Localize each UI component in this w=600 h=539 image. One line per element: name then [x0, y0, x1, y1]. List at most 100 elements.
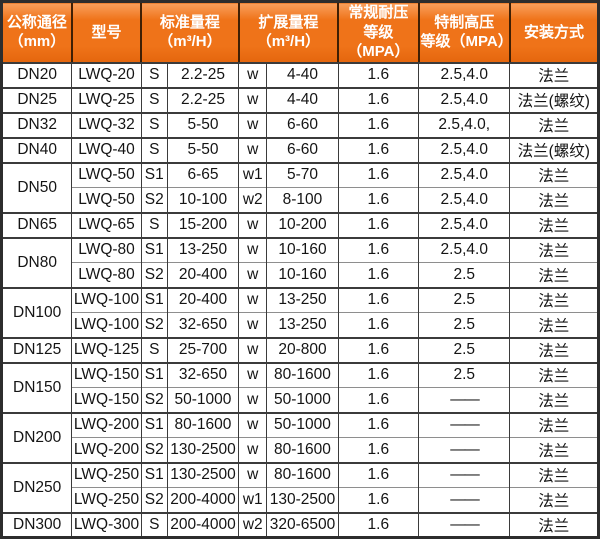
cell-ext-range: 10-160: [266, 236, 339, 263]
column-header: 安装方式: [508, 1, 600, 64]
cell-model: LWQ-100: [71, 286, 142, 313]
cell-hp: ——: [418, 511, 511, 538]
cell-std-range: 80-1600: [166, 411, 240, 438]
cell-std-code: S1: [140, 286, 168, 313]
cell-install: 法兰: [509, 387, 599, 413]
cell-std-code: S2: [140, 262, 168, 288]
cell-dn: DN125: [0, 336, 73, 363]
table-row: LWQ-50 S2 10-100 w2 8-100 1.6 2.5,4.0 法兰: [2, 187, 599, 213]
cell-std-code: S1: [140, 161, 168, 188]
cell-ext-range: 6-60: [266, 111, 339, 138]
cell-install: 法兰: [509, 437, 599, 463]
cell-std-range: 5-50: [166, 136, 240, 163]
table-row: DN32 LWQ-32 S 5-50 w 6-60 1.6 2.5,4.0, 法兰: [0, 111, 599, 138]
cell-std-range: 50-1000: [166, 387, 240, 413]
cell-dn: DN250: [0, 461, 73, 513]
table-row: DN150 LWQ-150 S1 32-650 w 80-1600 1.6 2.5 法兰: [0, 361, 599, 413]
cell-std-code: S: [140, 86, 168, 113]
cell-ext-range: 6-60: [266, 136, 339, 163]
cell-ext-range: 50-1000: [266, 387, 339, 413]
cell-ext-code: w: [238, 61, 268, 88]
cell-std-range: 25-700: [166, 336, 240, 363]
cell-std-range: 2.2-25: [166, 61, 240, 88]
cell-std-code: S: [140, 61, 168, 88]
table-row: LWQ-100 S2 32-650 w 13-250 1.6 2.5 法兰: [2, 312, 599, 338]
cell-install: 法兰: [509, 187, 599, 213]
table-row: LWQ-250 S2 200-4000 w1 130-2500 1.6 —— 法兰: [2, 487, 599, 513]
cell-std-code: S: [140, 511, 168, 538]
cell-std-range: 6-65: [166, 161, 240, 188]
cell-pn: 1.6: [337, 236, 420, 263]
cell-install: 法兰: [509, 262, 599, 288]
cell-pn: 1.6: [337, 511, 420, 538]
cell-std-range: 20-400: [166, 262, 240, 288]
cell-hp: ——: [418, 387, 511, 413]
cell-hp: 2.5,4.0: [418, 86, 511, 113]
cell-model: LWQ-250: [71, 461, 142, 488]
cell-dn: DN65: [0, 211, 73, 238]
cell-pn: 1.6: [337, 111, 420, 138]
column-header: 特制高压 等级（MPA）: [417, 1, 513, 64]
cell-pn: 1.6: [337, 361, 420, 388]
cell-model: LWQ-125: [71, 336, 142, 363]
table-row: LWQ-150 S2 50-1000 w 50-1000 1.6 —— 法兰: [2, 387, 599, 413]
cell-std-range: 20-400: [166, 286, 240, 313]
cell-ext-code: w: [238, 111, 268, 138]
table-row: DN50 LWQ-50 S1 6-65 w1 5-70 1.6 2.5,4.0 法兰: [0, 161, 599, 213]
cell-pn: 1.6: [337, 61, 420, 88]
cell-hp: 2.5,4.0: [418, 187, 511, 213]
cell-std-range: 15-200: [166, 211, 240, 238]
cell-ext-code: w1: [238, 161, 268, 188]
cell-install: 法兰: [509, 336, 599, 363]
cell-ext-code: w: [238, 262, 268, 288]
table-row: DN65 LWQ-65 S 15-200 w 10-200 1.6 2.5,4.0 法兰: [0, 211, 599, 238]
table-row: DN40 LWQ-40 S 5-50 w 6-60 1.6 2.5,4.0 法兰(螺纹): [0, 136, 599, 163]
cell-std-code: S2: [140, 312, 168, 338]
cell-ext-code: w: [238, 387, 268, 413]
column-header: 型号: [70, 1, 143, 64]
cell-ext-range: 4-40: [266, 61, 339, 88]
cell-ext-code: w1: [238, 487, 268, 513]
table-row: DN125 LWQ-125 S 25-700 w 20-800 1.6 2.5 法兰: [0, 336, 599, 363]
cell-std-range: 10-100: [166, 187, 240, 213]
cell-hp: 2.5,4.0: [418, 236, 511, 263]
cell-hp: 2.5: [418, 361, 511, 388]
cell-pn: 1.6: [337, 136, 420, 163]
cell-model: LWQ-150: [71, 387, 142, 413]
cell-hp: ——: [418, 411, 511, 438]
cell-ext-code: w: [238, 411, 268, 438]
cell-dn: DN80: [0, 236, 73, 288]
cell-ext-range: 80-1600: [266, 437, 339, 463]
cell-std-code: S1: [140, 411, 168, 438]
cell-std-range: 2.2-25: [166, 86, 240, 113]
table-row: DN80 LWQ-80 S1 13-250 w 10-160 1.6 2.5,4.0 法兰: [0, 236, 599, 288]
cell-ext-range: 13-250: [266, 286, 339, 313]
cell-std-code: S1: [140, 461, 168, 488]
cell-dn: DN300: [0, 511, 73, 538]
table-row: DN100 LWQ-100 S1 20-400 w 13-250 1.6 2.5 法兰: [0, 286, 599, 338]
cell-ext-code: w: [238, 437, 268, 463]
cell-std-code: S1: [140, 236, 168, 263]
cell-dn: DN150: [0, 361, 73, 413]
cell-hp: ——: [418, 487, 511, 513]
cell-ext-range: 4-40: [266, 86, 339, 113]
cell-dn: DN25: [0, 86, 73, 113]
cell-pn: 1.6: [337, 411, 420, 438]
column-header: 标准量程 （m³/H）: [140, 1, 240, 64]
cell-install: 法兰: [509, 286, 599, 313]
cell-ext-code: w: [238, 286, 268, 313]
cell-ext-range: 130-2500: [266, 487, 339, 513]
cell-std-range: 5-50: [166, 111, 240, 138]
cell-install: 法兰: [509, 111, 599, 138]
cell-ext-code: w: [238, 336, 268, 363]
cell-install: 法兰: [509, 61, 599, 88]
cell-hp: 2.5,4.0,: [418, 111, 511, 138]
column-header: 常规耐压 等级（MPA）: [337, 1, 420, 64]
cell-std-range: 32-650: [166, 361, 240, 388]
cell-model: LWQ-50: [71, 187, 142, 213]
cell-model: LWQ-80: [71, 262, 142, 288]
table-row: DN25 LWQ-25 S 2.2-25 w 4-40 1.6 2.5,4.0 法兰(螺纹): [0, 86, 599, 113]
cell-install: 法兰: [509, 361, 599, 388]
cell-pn: 1.6: [337, 487, 420, 513]
